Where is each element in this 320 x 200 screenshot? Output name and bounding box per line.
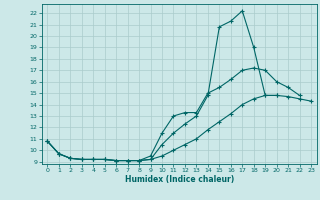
X-axis label: Humidex (Indice chaleur): Humidex (Indice chaleur) (124, 175, 234, 184)
